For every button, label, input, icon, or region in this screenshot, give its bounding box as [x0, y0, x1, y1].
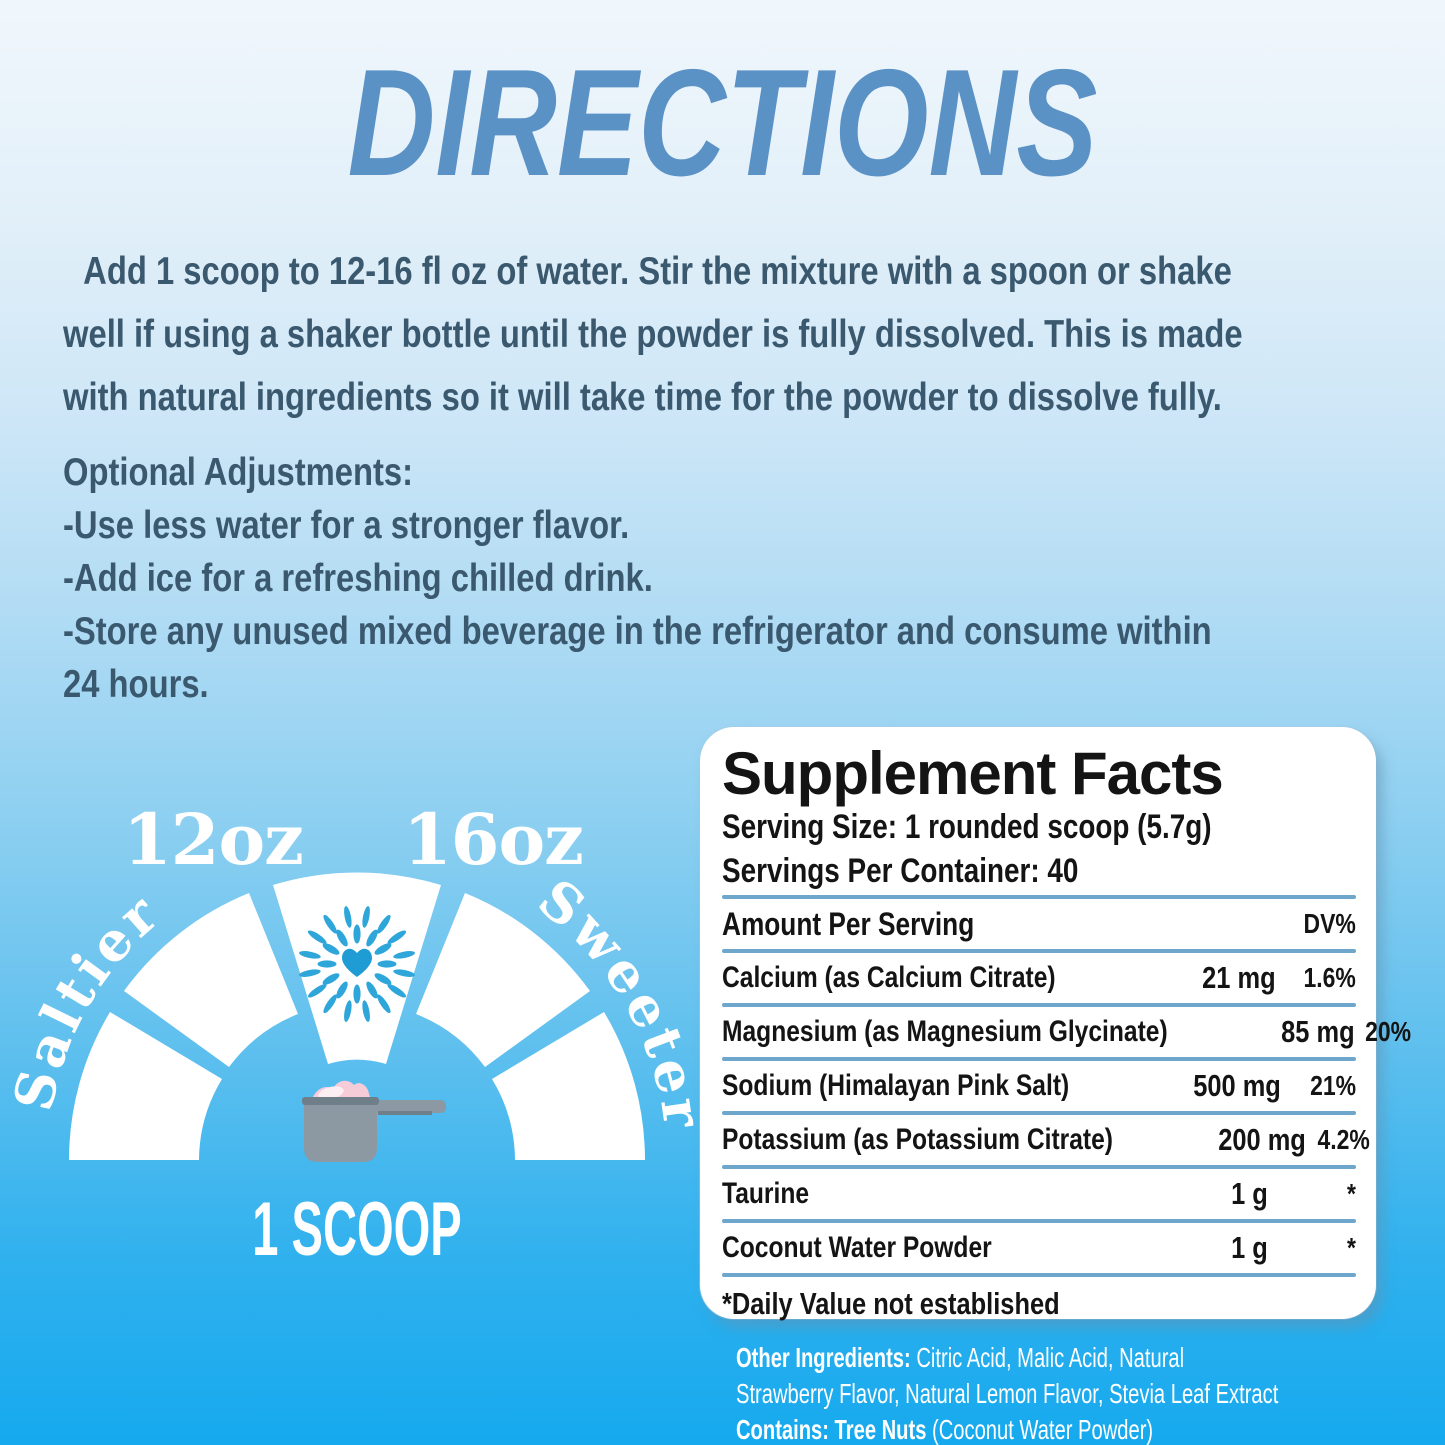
- directions-paragraph: Add 1 scoop to 12-16 fl oz of water. Sti…: [63, 240, 1243, 429]
- amount-per-serving-header: Amount Per Serving: [722, 905, 975, 942]
- table-row: Taurine 1 g *: [722, 1171, 1356, 1217]
- nutrient-name: Potassium (as Potassium Citrate): [722, 1123, 1113, 1156]
- dv-header: DV%: [1303, 908, 1356, 939]
- nutrient-amount: 500 mg: [1193, 1068, 1282, 1103]
- divider: [722, 1219, 1356, 1223]
- nutrient-dv: *: [1347, 1232, 1356, 1263]
- other-ingredients: Other Ingredients: Citric Acid, Malic Ac…: [736, 1340, 1278, 1445]
- scoop-gauge: Saltier Sweeter 12oz 16oz 1 SCOOP: [0, 718, 720, 1283]
- facts-header-row: Amount Per Serving DV%: [722, 901, 1356, 947]
- paragraph-line: well if using a shaker bottle until the …: [63, 313, 1243, 356]
- nutrient-amount: 200 mg: [1218, 1122, 1306, 1157]
- adjustment-line: -Store any unused mixed beverage in the …: [63, 610, 1212, 653]
- right-oz-label: 16oz: [403, 798, 584, 881]
- nutrient-dv: 4.2%: [1317, 1124, 1370, 1155]
- table-row: Coconut Water Powder 1 g *: [722, 1225, 1356, 1271]
- nutrient-name: Magnesium (as Magnesium Glycinate): [722, 1015, 1168, 1048]
- servings-per-container: Servings Per Container: 40: [722, 852, 1079, 890]
- table-row: Calcium (as Calcium Citrate) 21 mg 1.6%: [722, 955, 1356, 1001]
- page-title: DIRECTIONS: [347, 38, 1098, 208]
- gauge-segment: [124, 893, 298, 1067]
- adjustment-line: -Use less water for a stronger flavor.: [63, 504, 630, 547]
- adjustment-line: 24 hours.: [63, 663, 209, 706]
- supplement-facts-title: Supplement Facts: [722, 740, 1224, 807]
- table-row: Magnesium (as Magnesium Glycinate) 85 mg…: [722, 1009, 1411, 1055]
- nutrient-dv: 21%: [1310, 1070, 1356, 1101]
- nutrient-name: Calcium (as Calcium Citrate): [722, 961, 1056, 994]
- contains-label: Contains: Tree Nuts: [736, 1414, 927, 1445]
- nutrient-name: Taurine: [722, 1177, 810, 1210]
- supplement-facts-panel: Supplement Facts Serving Size: 1 rounded…: [700, 727, 1411, 1321]
- gauge-segment: [69, 1012, 222, 1160]
- other-ingredients-text: Citric Acid, Malic Acid, Natural: [910, 1342, 1185, 1373]
- nutrient-amount: 1 g: [1231, 1230, 1268, 1265]
- divider: [722, 1273, 1356, 1277]
- adjustment-line: Optional Adjustments:: [63, 451, 414, 494]
- gauge-segment: [492, 1012, 645, 1160]
- paragraph-line: with natural ingredients so it will take…: [63, 376, 1222, 419]
- table-row: Sodium (Himalayan Pink Salt) 500 mg 21%: [722, 1063, 1356, 1109]
- nutrient-name: Coconut Water Powder: [722, 1231, 992, 1264]
- nutrient-dv: 1.6%: [1303, 962, 1356, 993]
- nutrient-dv: *: [1347, 1178, 1356, 1209]
- measuring-scoop-icon: [302, 1080, 446, 1162]
- divider: [722, 949, 1356, 953]
- other-ingredients-line: Strawberry Flavor, Natural Lemon Flavor,…: [736, 1378, 1279, 1409]
- nutrient-amount: 1 g: [1231, 1176, 1268, 1211]
- optional-adjustments: Optional Adjustments: -Use less water fo…: [63, 446, 1212, 711]
- divider: [722, 1057, 1356, 1061]
- nutrient-amount: 85 mg: [1281, 1014, 1356, 1049]
- contains-line: Contains: Tree Nuts (Coconut Water Powde…: [736, 1412, 1278, 1445]
- adjustment-line: -Add ice for a refreshing chilled drink.: [63, 557, 653, 600]
- serving-size: Serving Size: 1 rounded scoop (5.7g): [722, 808, 1212, 846]
- paragraph-line: Add 1 scoop to 12-16 fl oz of water. Sti…: [83, 250, 1232, 293]
- gauge-graphic: Saltier Sweeter: [1, 866, 712, 1162]
- contains-text: (Coconut Water Powder): [926, 1414, 1154, 1445]
- divider: [722, 895, 1356, 899]
- divider: [722, 1165, 1356, 1169]
- one-scoop-label: 1 SCOOP: [252, 1187, 462, 1272]
- daily-value-footnote: *Daily Value not established: [722, 1286, 1060, 1321]
- heart-burst-icon: [298, 905, 416, 1023]
- gauge-segment: [416, 893, 590, 1067]
- divider: [722, 1003, 1356, 1007]
- left-oz-label: 12oz: [123, 798, 304, 881]
- nutrient-amount: 21 mg: [1201, 960, 1276, 995]
- other-ingredients-label: Other Ingredients:: [736, 1342, 911, 1373]
- nutrient-dv: 20%: [1365, 1016, 1412, 1047]
- table-row: Potassium (as Potassium Citrate) 200 mg …: [722, 1117, 1369, 1163]
- other-ingredients-line: Other Ingredients: Citric Acid, Malic Ac…: [736, 1340, 1278, 1376]
- divider: [722, 1111, 1356, 1115]
- nutrient-name: Sodium (Himalayan Pink Salt): [722, 1069, 1070, 1102]
